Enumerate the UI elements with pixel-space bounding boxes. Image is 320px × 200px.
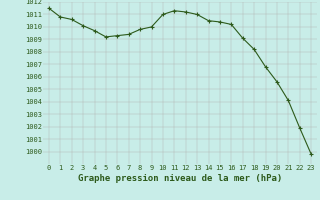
X-axis label: Graphe pression niveau de la mer (hPa): Graphe pression niveau de la mer (hPa)	[78, 174, 282, 183]
